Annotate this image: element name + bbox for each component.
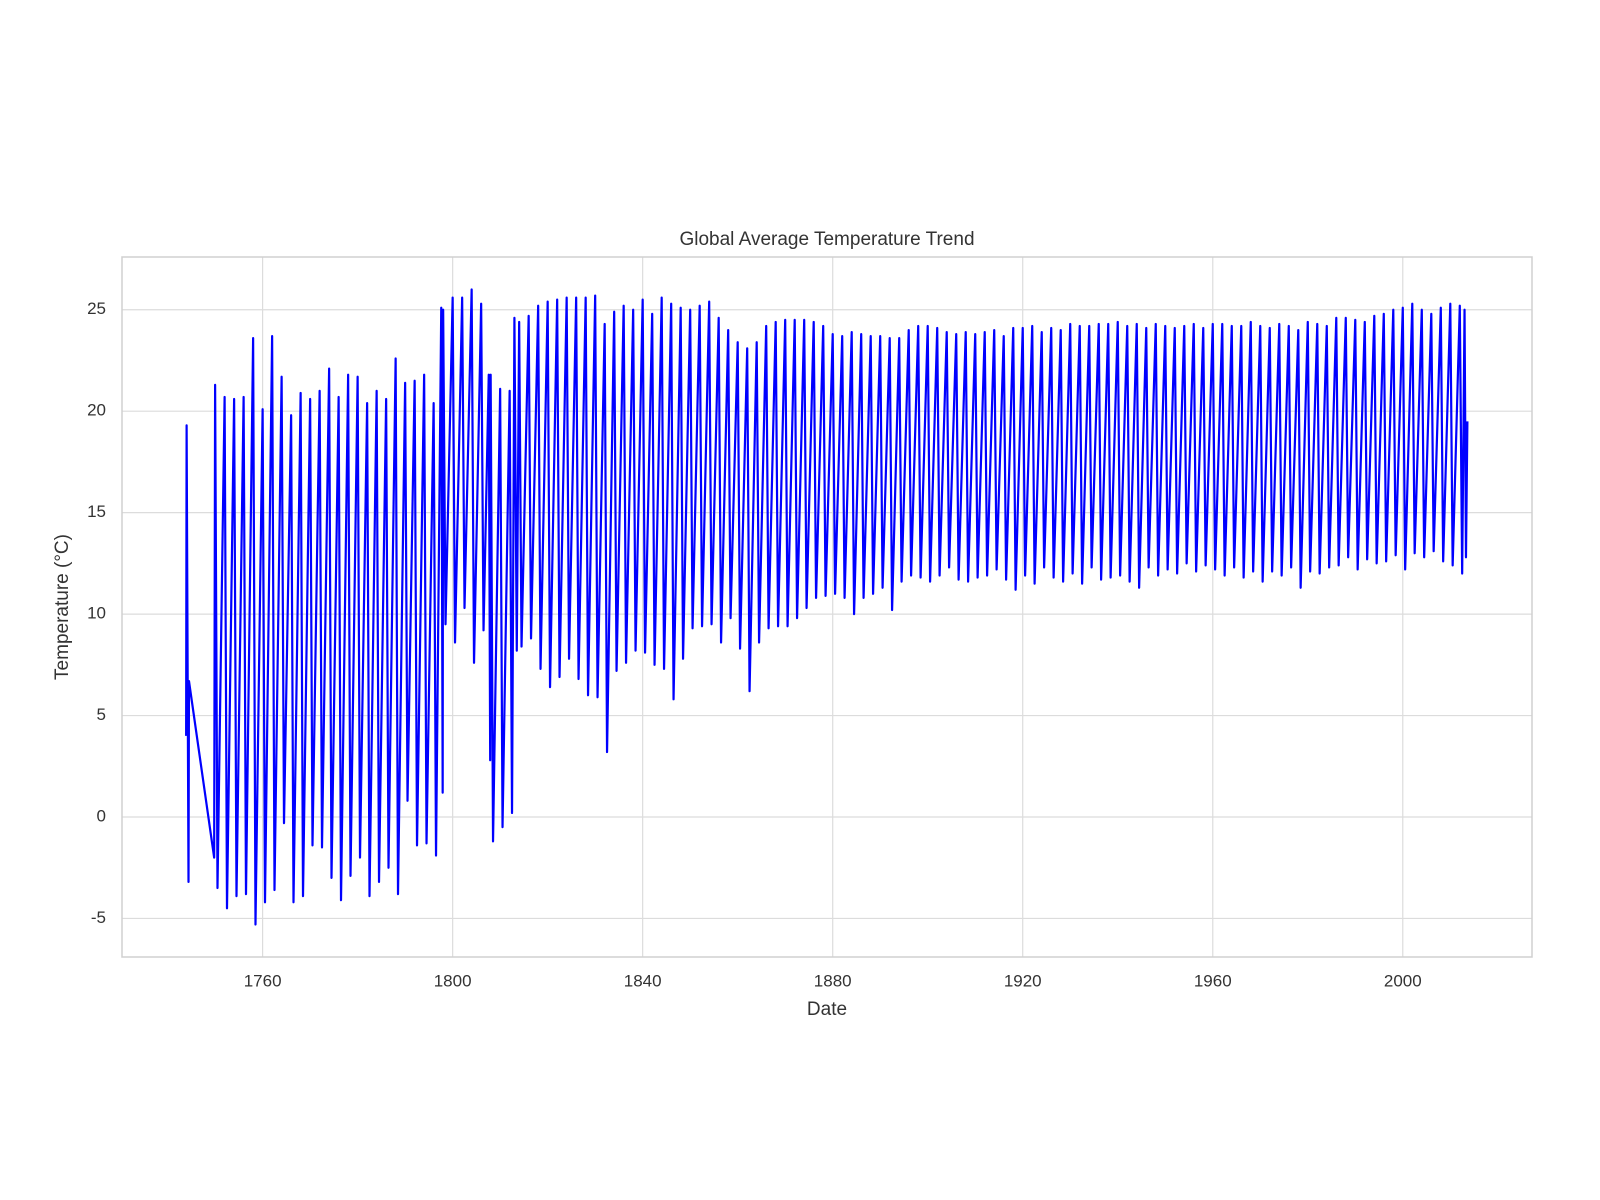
y-tick-label: 15 <box>87 502 106 521</box>
x-tick-label: 1840 <box>624 971 662 990</box>
y-axis-label: Temperature (°C) <box>52 534 73 680</box>
y-tick-label: 0 <box>97 806 106 825</box>
temperature-line <box>185 288 1469 926</box>
y-tick-label: 5 <box>97 705 106 724</box>
x-tick-label: 1880 <box>814 971 852 990</box>
plot-frame <box>121 256 1533 958</box>
x-tick-label: 1760 <box>244 971 282 990</box>
chart-title: Global Average Temperature Trend <box>679 229 974 250</box>
y-tick-label: 25 <box>87 299 106 318</box>
x-tick-label: 1960 <box>1194 971 1232 990</box>
y-tick-label: 20 <box>87 401 106 420</box>
x-tick-label: 1800 <box>434 971 472 990</box>
x-tick-label: 1920 <box>1004 971 1042 990</box>
x-tick-label: 2000 <box>1384 971 1422 990</box>
y-tick-label: -5 <box>91 908 106 927</box>
x-axis-label: Date <box>807 999 847 1020</box>
y-tick-label: 10 <box>87 604 106 623</box>
